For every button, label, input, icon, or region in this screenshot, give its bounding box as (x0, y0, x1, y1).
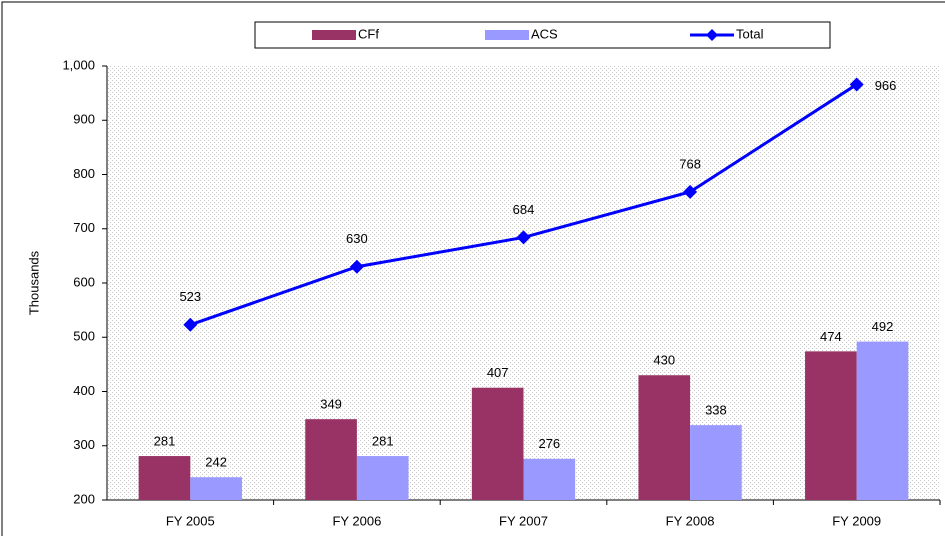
bar (471, 387, 524, 500)
x-tick-label: FY 2007 (499, 513, 548, 528)
bar-value-label: 281 (154, 433, 176, 448)
legend-label: Total (736, 26, 764, 41)
y-tick-label: 1,000 (62, 57, 95, 72)
y-tick-label: 300 (73, 437, 95, 452)
line-value-label: 966 (875, 78, 897, 93)
legend-swatch (312, 30, 356, 40)
x-tick-label: FY 2006 (332, 513, 381, 528)
bar (805, 351, 857, 500)
bar-value-label: 430 (653, 353, 675, 368)
bar (523, 458, 576, 500)
line-value-label: 523 (179, 289, 201, 304)
bar-value-label: 349 (320, 397, 342, 412)
bar-value-label: 242 (205, 455, 227, 470)
y-tick-label: 600 (73, 274, 95, 289)
bar (190, 477, 242, 500)
y-tick-label: 500 (73, 329, 95, 344)
bar (305, 419, 357, 500)
bar (356, 456, 409, 500)
line-marker (349, 259, 364, 274)
line-marker (183, 317, 198, 332)
bar (138, 456, 191, 500)
bar (856, 341, 909, 500)
line-value-label: 684 (513, 202, 535, 217)
y-tick-label: 700 (73, 220, 95, 235)
bar-value-label: 338 (705, 403, 727, 418)
bar-value-label: 474 (820, 329, 842, 344)
x-tick-label: FY 2008 (666, 513, 715, 528)
y-axis-label: Thousands (26, 250, 41, 315)
line-marker (849, 77, 864, 92)
bar-value-label: 407 (487, 365, 509, 380)
line-value-label: 768 (679, 156, 701, 171)
x-tick-label: FY 2009 (832, 513, 881, 528)
legend-swatch-marker (706, 29, 718, 41)
bar-value-label: 492 (872, 319, 894, 334)
line-marker (516, 230, 531, 245)
line-marker (683, 184, 698, 199)
legend-swatch (485, 30, 529, 40)
line-value-label: 630 (346, 231, 368, 246)
bar (638, 375, 691, 500)
y-tick-label: 200 (73, 491, 95, 506)
y-tick-label: 800 (73, 166, 95, 181)
legend-label: ACS (531, 26, 558, 41)
legend-label: CFf (358, 26, 379, 41)
bar-value-label: 276 (538, 436, 560, 451)
bar (690, 425, 742, 500)
y-tick-label: 400 (73, 383, 95, 398)
bar-value-label: 281 (372, 433, 394, 448)
y-tick-label: 900 (73, 112, 95, 127)
x-tick-label: FY 2005 (166, 513, 215, 528)
